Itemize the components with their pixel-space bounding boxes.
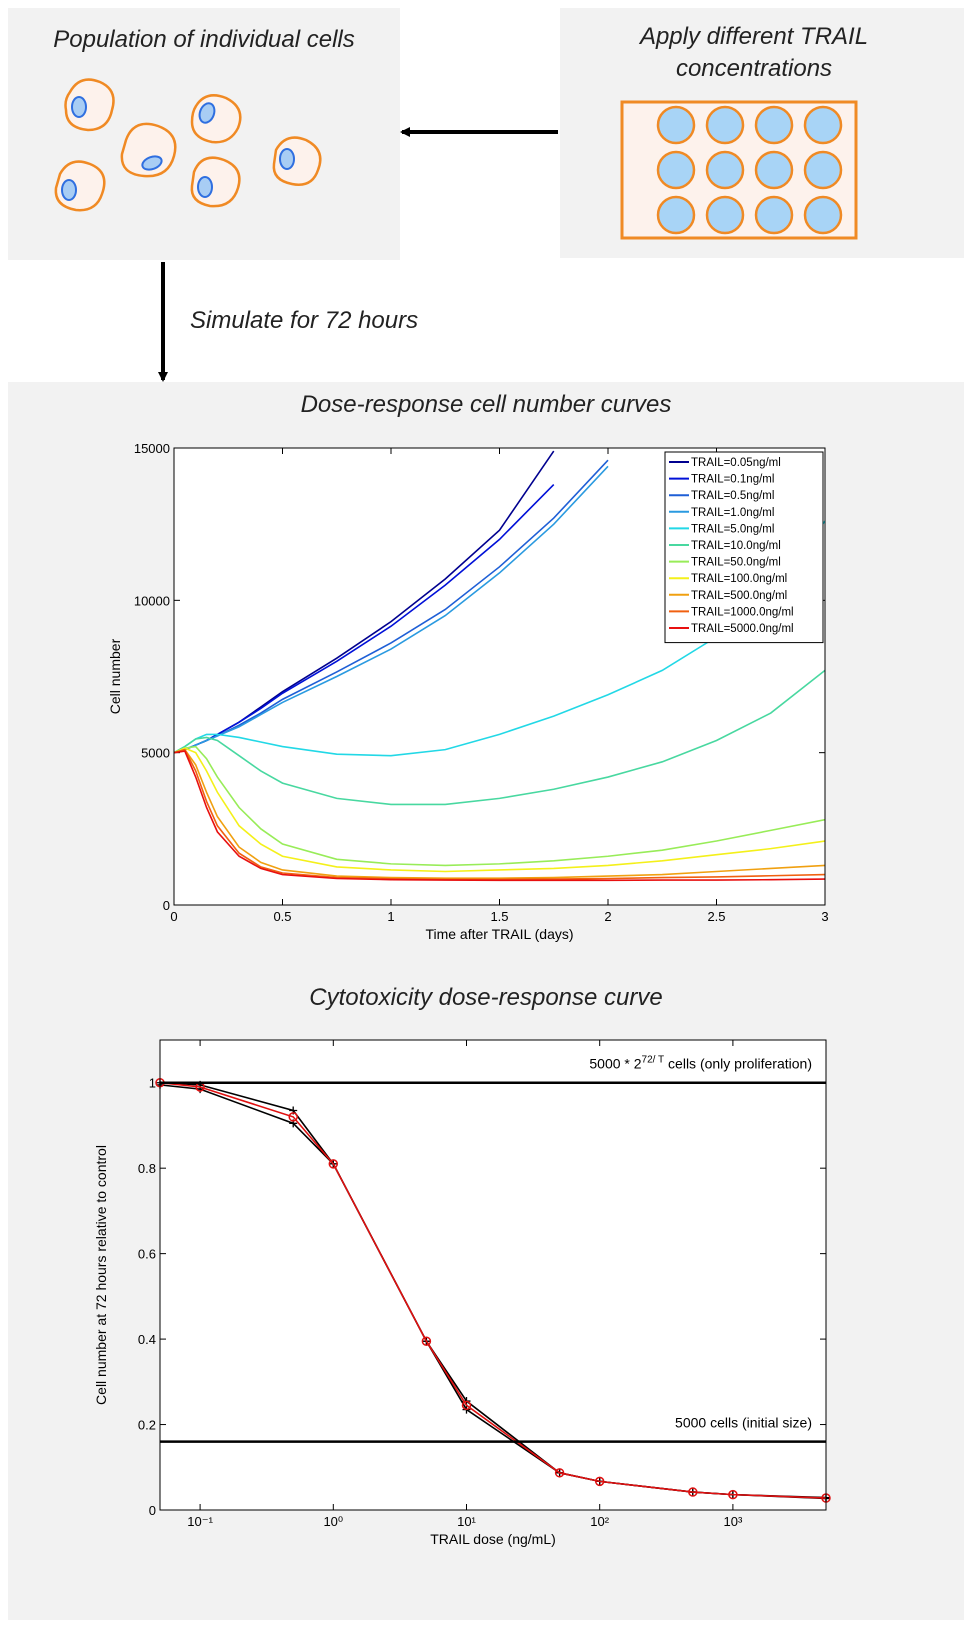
x-tick-label: 1 bbox=[387, 909, 394, 924]
y-tick-label: 10000 bbox=[134, 593, 170, 608]
series-line bbox=[174, 750, 825, 882]
apply-title-line: concentrations bbox=[676, 55, 832, 82]
x-tick-label: 10³ bbox=[723, 1514, 742, 1529]
x-axis-label: TRAIL dose (ng/mL) bbox=[430, 1531, 556, 1547]
x-tick-label: 10² bbox=[590, 1514, 609, 1529]
simulate-label: Simulate for 72 hours bbox=[190, 307, 418, 334]
series-line bbox=[174, 748, 825, 881]
plot-area bbox=[160, 1040, 826, 1510]
y-tick-label: 5000 bbox=[141, 746, 170, 761]
y-tick-label: 15000 bbox=[134, 441, 170, 456]
legend-label: TRAIL=500.0ng/ml bbox=[691, 590, 787, 602]
series-line bbox=[174, 465, 609, 754]
y-axis-label: Cell number at 72 hours relative to cont… bbox=[93, 1145, 109, 1405]
y-tick-label: 0.4 bbox=[138, 1332, 156, 1347]
legend-box bbox=[664, 451, 824, 644]
legend-label: TRAIL=0.05ng/ml bbox=[691, 457, 781, 469]
charts: Dose-response cell number curves Time aft… bbox=[93, 391, 831, 1547]
legend-label: TRAIL=5000.0ng/ml bbox=[691, 623, 794, 635]
series-line bbox=[159, 1081, 827, 1499]
apply-title-line: Apply different TRAIL bbox=[638, 23, 868, 50]
plot-frame bbox=[173, 447, 826, 906]
series-group bbox=[155, 1077, 831, 1503]
x-tick-label: 0 bbox=[170, 909, 177, 924]
legend-label: TRAIL=5.0ng/ml bbox=[691, 523, 774, 535]
marker bbox=[328, 1159, 339, 1169]
series-line bbox=[174, 669, 825, 806]
series-line bbox=[174, 745, 825, 867]
chart-title: Dose-response cell number curves bbox=[301, 391, 672, 418]
well-plate bbox=[620, 100, 858, 240]
series-line bbox=[174, 747, 825, 873]
legend-label: TRAIL=10.0ng/ml bbox=[691, 540, 781, 552]
y-tick-label: 0.8 bbox=[138, 1161, 156, 1176]
x-tick-label: 10⁰ bbox=[323, 1514, 343, 1529]
marker bbox=[554, 1468, 565, 1478]
legend-label: TRAIL=50.0ng/ml bbox=[691, 557, 781, 569]
reference-superscript: 72/ T bbox=[642, 1055, 665, 1066]
y-tick-label: 0 bbox=[149, 1503, 156, 1518]
y-axis-label: Cell number bbox=[107, 638, 123, 714]
plot-frame bbox=[159, 1039, 827, 1511]
y-tick-label: 0.2 bbox=[138, 1418, 156, 1433]
marker bbox=[288, 1112, 298, 1122]
cells bbox=[54, 78, 322, 212]
marker bbox=[421, 1336, 432, 1346]
x-tick-label: 2 bbox=[604, 909, 611, 924]
x-tick-label: 10¹ bbox=[457, 1514, 476, 1529]
reference-text: 5000 * 2 bbox=[589, 1056, 641, 1072]
legend-label: TRAIL=100.0ng/ml bbox=[691, 573, 787, 585]
marker bbox=[728, 1489, 738, 1500]
reference-label: 5000 * 272/ T cells (only proliferation) bbox=[589, 1055, 812, 1072]
series-line bbox=[174, 520, 825, 757]
reference-text: cells (only proliferation) bbox=[664, 1056, 812, 1072]
chart-title: Cytotoxicity dose-response curve bbox=[309, 984, 662, 1011]
series-line bbox=[174, 748, 825, 879]
y-tick-label: 0 bbox=[163, 898, 170, 913]
marker bbox=[461, 1400, 472, 1411]
x-axis-label: Time after TRAIL (days) bbox=[425, 926, 573, 942]
population-title: Population of individual cells bbox=[53, 26, 355, 53]
y-tick-label: 1 bbox=[149, 1076, 156, 1091]
legend-label: TRAIL=0.5ng/ml bbox=[691, 490, 774, 502]
x-tick-label: 0.5 bbox=[273, 909, 291, 924]
x-tick-label: 3 bbox=[821, 909, 828, 924]
legend-label: TRAIL=1000.0ng/ml bbox=[691, 606, 794, 618]
marker bbox=[594, 1476, 605, 1487]
reference-label: 5000 cells (initial size) bbox=[675, 1415, 812, 1431]
x-tick-label: 2.5 bbox=[707, 909, 725, 924]
x-tick-label: 1.5 bbox=[490, 909, 508, 924]
y-tick-label: 0.6 bbox=[138, 1247, 156, 1262]
marker bbox=[688, 1487, 698, 1497]
legend-label: TRAIL=0.1ng/ml bbox=[691, 474, 774, 486]
x-tick-label: 10⁻¹ bbox=[187, 1514, 213, 1529]
legend-label: TRAIL=1.0ng/ml bbox=[691, 507, 774, 519]
series-group bbox=[174, 450, 825, 882]
reference-text: 5000 cells (initial size) bbox=[675, 1415, 812, 1431]
